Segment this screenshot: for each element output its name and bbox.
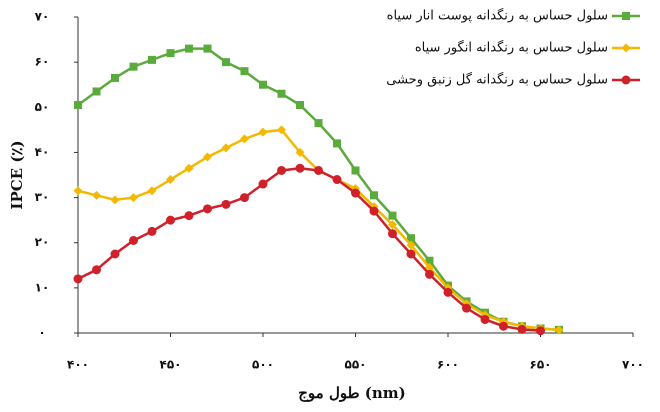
data-point (443, 287, 453, 297)
data-point (110, 195, 120, 205)
data-point (111, 73, 119, 82)
data-point (203, 152, 212, 162)
data-point (129, 235, 138, 245)
data-point (406, 240, 416, 250)
x-tick-label: ۴۰۰ (67, 358, 89, 372)
data-point (536, 326, 545, 336)
data-point (166, 175, 175, 185)
data-point (221, 143, 231, 153)
data-point (277, 165, 286, 175)
data-point (73, 186, 83, 196)
x-tick-label: ۵۵۰ (345, 358, 367, 372)
data-point (406, 249, 416, 259)
data-point (221, 199, 231, 209)
x-axis-label: طول موج (nm) (298, 384, 405, 402)
data-point (333, 139, 341, 148)
legend-marker (621, 75, 631, 85)
x-tick-label: ۶۰۰ (437, 358, 459, 372)
data-point (129, 62, 138, 71)
data-point (73, 274, 83, 284)
y-tick-label: ۷۰ (35, 10, 50, 24)
data-point (295, 163, 305, 173)
data-point (369, 206, 379, 216)
data-point (222, 58, 230, 67)
data-point (240, 134, 249, 144)
data-point (148, 55, 156, 64)
data-point (314, 119, 323, 128)
legend-marker (621, 43, 631, 53)
x-tick-label: ۶۵۰ (530, 358, 552, 372)
data-point (296, 101, 304, 110)
data-point (92, 265, 101, 275)
data-point (184, 163, 194, 173)
data-point (166, 49, 175, 58)
data-point (351, 188, 360, 198)
data-point (147, 226, 157, 236)
data-point (407, 234, 415, 243)
y-tick-label: ۲۰ (35, 235, 50, 249)
data-point (425, 263, 434, 273)
data-point (332, 175, 342, 185)
data-point (129, 193, 138, 203)
data-point (184, 211, 194, 221)
data-point (517, 324, 527, 334)
data-point (351, 166, 360, 175)
data-point (147, 186, 157, 196)
data-point (277, 89, 286, 98)
y-tick-label: ۱۰ (35, 280, 50, 294)
data-point (240, 67, 249, 76)
data-point (425, 256, 434, 265)
data-point (554, 325, 564, 335)
data-point (259, 80, 267, 89)
data-point (74, 101, 82, 110)
y-tick-label: ۰ (38, 326, 45, 340)
data-point (203, 44, 212, 53)
data-point (258, 179, 268, 189)
legend-label: سلول حساس به رنگدانه پوست انار سیاه (387, 8, 608, 24)
data-point (92, 87, 101, 96)
data-point (258, 127, 268, 137)
data-point (388, 229, 397, 239)
data-point (166, 215, 175, 225)
y-tick-label: ۴۰ (35, 145, 50, 159)
legend-marker (622, 12, 630, 20)
data-point (425, 269, 434, 279)
data-point (388, 220, 397, 230)
data-point (110, 249, 120, 259)
data-point (480, 314, 490, 324)
y-tick-label: ۶۰ (35, 55, 50, 69)
legend-label: سلول حساس به رنگدانه انگور سیاه (415, 40, 608, 56)
x-tick-label: ۵۰۰ (252, 358, 274, 372)
y-tick-label: ۵۰ (35, 100, 50, 114)
y-axis-label: IPCE (٪) (8, 140, 26, 209)
data-point (499, 321, 508, 331)
data-point (92, 190, 101, 200)
data-point (185, 44, 193, 53)
data-point (203, 204, 212, 214)
data-point (314, 165, 323, 175)
y-tick-label: ۳۰ (35, 190, 50, 204)
data-point (277, 125, 286, 135)
data-point (240, 193, 249, 203)
data-point (462, 303, 471, 313)
x-tick-label: ۴۵۰ (160, 358, 182, 372)
legend-label: سلول حساس به رنگدانه گل زنبق وحشی (386, 72, 608, 88)
data-point (295, 147, 305, 157)
data-point (370, 191, 378, 200)
data-point (388, 211, 397, 220)
x-tick-label: ۷۰۰ (622, 358, 644, 372)
